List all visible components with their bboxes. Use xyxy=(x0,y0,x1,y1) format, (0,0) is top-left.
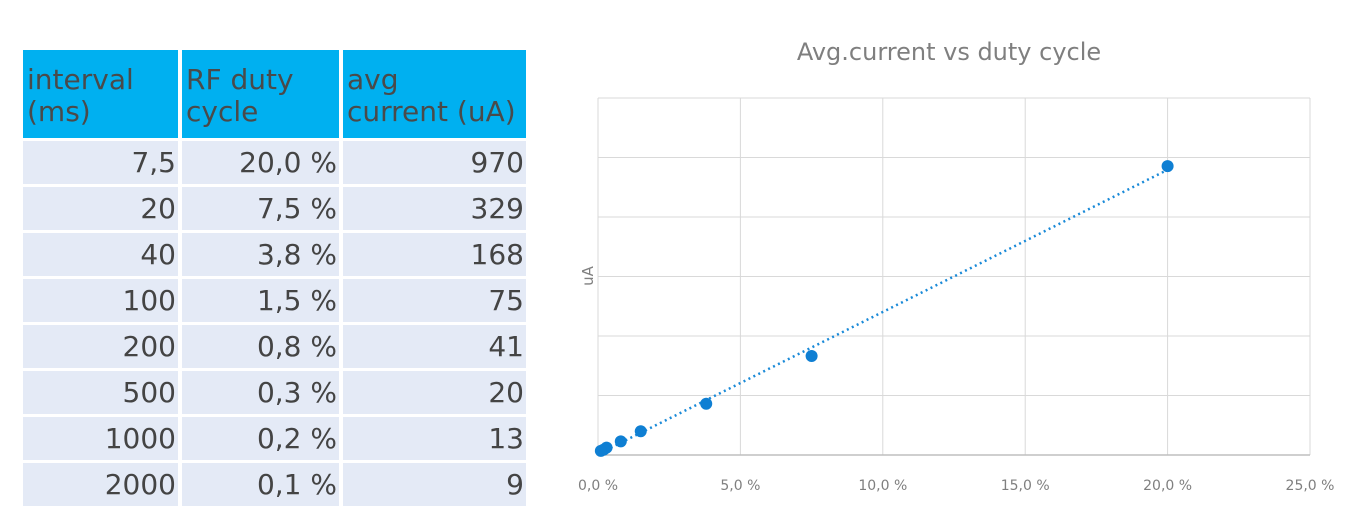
x-tick-label: 0,0 % xyxy=(578,478,618,494)
cell-interval: 500 xyxy=(23,371,178,414)
cell-duty: 0,8 % xyxy=(182,325,339,368)
cell-duty: 0,3 % xyxy=(182,371,339,414)
table-row: 500 0,3 % 20 xyxy=(23,371,526,414)
table-row: 40 3,8 % 168 xyxy=(23,233,526,276)
chart-title: Avg.current vs duty cycle xyxy=(797,38,1101,66)
x-tick-labels: 0,0 % 5,0 % 10,0 % 15,0 % 20,0 % 25,0 % xyxy=(578,478,1334,494)
cell-current: 75 xyxy=(343,279,526,322)
cell-current: 970 xyxy=(343,141,526,184)
data-point xyxy=(805,350,818,363)
cell-interval: 200 xyxy=(23,325,178,368)
x-tick-label: 20,0 % xyxy=(1143,478,1192,494)
data-points xyxy=(594,160,1174,457)
trendline xyxy=(600,168,1169,454)
data-table: interval (ms) RF duty cycle avg current (uA… xyxy=(19,47,530,509)
table-row: 20 7,5 % 329 xyxy=(23,187,526,230)
y-axis-label: uA xyxy=(579,265,597,286)
cell-current: 13 xyxy=(343,417,526,460)
cell-current: 41 xyxy=(343,325,526,368)
data-point xyxy=(700,397,713,410)
header-avg-current: avg current (uA) xyxy=(343,50,526,138)
table-row: 100 1,5 % 75 xyxy=(23,279,526,322)
cell-interval: 20 xyxy=(23,187,178,230)
table-row: 7,5 20,0 % 970 xyxy=(23,141,526,184)
cell-duty: 0,1 % xyxy=(182,463,339,506)
data-point xyxy=(614,435,627,448)
cell-interval: 7,5 xyxy=(23,141,178,184)
data-point xyxy=(594,444,607,457)
table-row: 200 0,8 % 41 xyxy=(23,325,526,368)
cell-current: 168 xyxy=(343,233,526,276)
cell-interval: 40 xyxy=(23,233,178,276)
cell-interval: 1000 xyxy=(23,417,178,460)
cell-interval: 2000 xyxy=(23,463,178,506)
cell-duty: 7,5 % xyxy=(182,187,339,230)
x-tick-label: 15,0 % xyxy=(1001,478,1050,494)
gridlines xyxy=(597,97,1311,455)
cell-current: 329 xyxy=(343,187,526,230)
data-point xyxy=(1161,160,1174,173)
x-tick-label: 5,0 % xyxy=(720,478,760,494)
table-row: 1000 0,2 % 13 xyxy=(23,417,526,460)
table-row: 2000 0,1 % 9 xyxy=(23,463,526,506)
x-tick-label: 10,0 % xyxy=(858,478,907,494)
cell-interval: 100 xyxy=(23,279,178,322)
table-header-row: interval (ms) RF duty cycle avg current (uA… xyxy=(23,50,526,138)
cell-current: 20 xyxy=(343,371,526,414)
header-duty-cycle: RF duty cycle xyxy=(182,50,339,138)
cell-duty: 1,5 % xyxy=(182,279,339,322)
data-point xyxy=(634,425,647,438)
cell-duty: 0,2 % xyxy=(182,417,339,460)
cell-duty: 3,8 % xyxy=(182,233,339,276)
cell-duty: 20,0 % xyxy=(182,141,339,184)
cell-current: 9 xyxy=(343,463,526,506)
header-interval: interval (ms) xyxy=(23,50,178,138)
x-tick-label: 25,0 % xyxy=(1286,478,1335,494)
